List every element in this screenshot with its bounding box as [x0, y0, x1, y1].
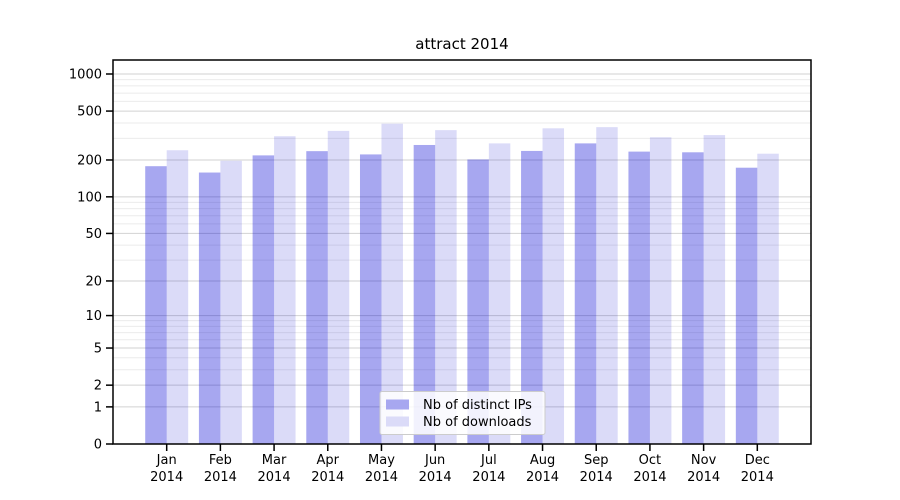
y-axis-tick-label: 500	[77, 105, 102, 120]
bar-distinct-ips	[252, 155, 275, 444]
x-axis-tick-label-month: Sep	[584, 453, 609, 468]
bar-downloads	[220, 160, 242, 445]
bar-distinct-ips	[359, 154, 382, 444]
bar-distinct-ips	[521, 150, 543, 444]
x-axis-tick-label-year: 2014	[633, 470, 666, 485]
y-axis-tick-label: 50	[85, 227, 102, 242]
x-axis-tick-label-month: Jun	[424, 453, 445, 468]
y-axis-tick-label: 100	[77, 190, 102, 205]
bar-downloads	[435, 130, 457, 444]
bar-distinct-ips	[413, 144, 436, 444]
legend-swatch-downloads	[386, 416, 409, 427]
x-axis-tick-label-year: 2014	[311, 470, 344, 485]
x-axis-tick-label-year: 2014	[150, 470, 183, 485]
bar-distinct-ips	[145, 166, 167, 444]
bar-distinct-ips	[467, 159, 489, 444]
bar-distinct-ips	[682, 152, 704, 444]
y-axis-tick-label: 200	[77, 153, 102, 168]
legend	[379, 391, 546, 435]
bar-distinct-ips	[198, 172, 221, 444]
y-axis-tick-label: 20	[85, 274, 102, 289]
bar-downloads	[274, 136, 296, 444]
x-axis-tick-label-month: Apr	[317, 453, 340, 468]
y-axis-tick-label: 1	[94, 400, 102, 415]
bar-downloads	[542, 128, 565, 444]
x-axis-tick-label-year: 2014	[741, 470, 774, 485]
y-axis-tick-label: 5	[94, 342, 102, 357]
x-axis-tick-label-year: 2014	[526, 470, 559, 485]
x-axis-tick-label-month: Mar	[262, 453, 287, 468]
bar-downloads	[381, 123, 403, 444]
x-axis-tick-label-year: 2014	[258, 470, 291, 485]
x-axis-tick-label-month: Feb	[209, 453, 232, 468]
bar-distinct-ips	[574, 143, 597, 445]
x-axis-tick-label-month: Jan	[156, 453, 177, 468]
bar-downloads	[757, 153, 779, 444]
bar-downloads	[703, 135, 726, 444]
legend-swatch-distinct-ips	[386, 399, 409, 410]
x-axis-tick-label-year: 2014	[419, 470, 452, 485]
bar-downloads	[649, 137, 672, 445]
x-axis-tick-label-month: May	[368, 453, 395, 468]
x-axis-tick-label-month: Nov	[691, 453, 717, 468]
x-axis-tick-label-month: Jul	[480, 453, 497, 468]
bar-downloads	[596, 127, 618, 444]
bar-distinct-ips	[306, 151, 328, 444]
bar-distinct-ips	[735, 167, 758, 444]
plot-area	[113, 60, 811, 444]
bar-downloads	[488, 143, 511, 445]
bar-distinct-ips	[628, 151, 650, 445]
y-axis-tick-label: 1000	[69, 68, 102, 83]
y-axis-tick-label: 10	[85, 309, 102, 324]
axes-spines	[112, 59, 812, 445]
bar-downloads	[327, 130, 350, 444]
y-axis-tick-label: 2	[94, 379, 102, 394]
x-axis-tick-label-year: 2014	[580, 470, 613, 485]
bar-downloads	[166, 150, 189, 444]
x-axis-tick-label-month: Aug	[530, 453, 555, 468]
x-axis-tick-label-month: Dec	[745, 453, 770, 468]
x-axis-tick-label-year: 2014	[204, 470, 237, 485]
x-axis-tick-label-year: 2014	[365, 470, 398, 485]
legend-label-distinct-ips: Nb of distinct IPs	[423, 398, 532, 413]
y-axis-tick-label: 0	[94, 438, 102, 453]
x-axis-tick-label-year: 2014	[472, 470, 505, 485]
x-axis-tick-label-year: 2014	[687, 470, 720, 485]
x-axis-tick-label-month: Oct	[639, 453, 661, 468]
legend-label-downloads: Nb of downloads	[423, 415, 532, 430]
chart-title: attract 2014	[415, 35, 508, 53]
